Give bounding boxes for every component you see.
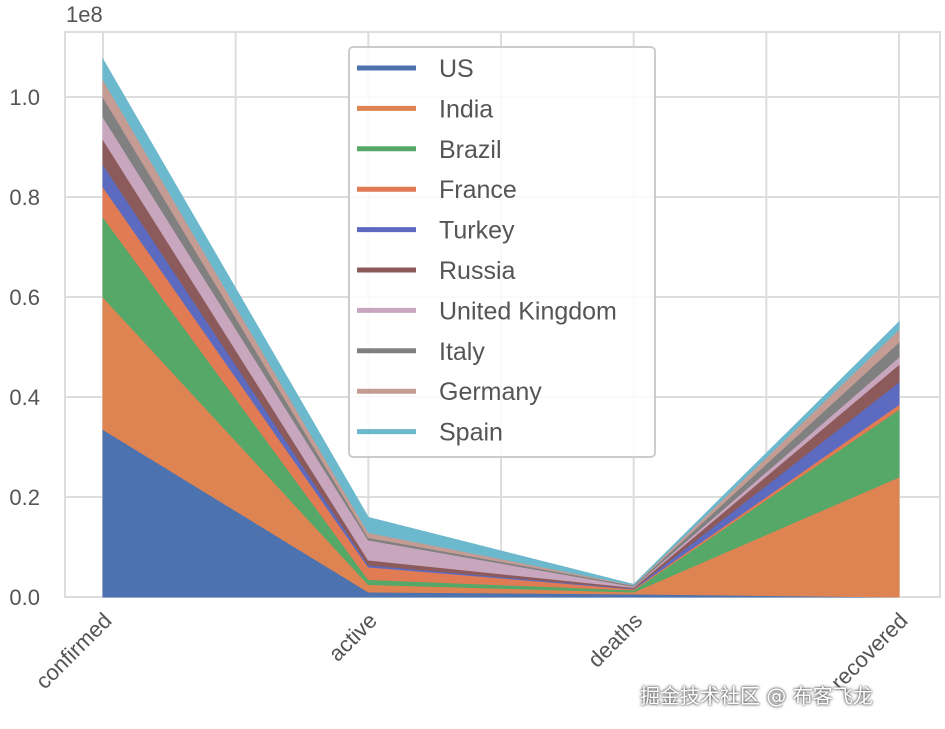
legend: US India Brazil France Turkey Russia United Ki… — [348, 46, 656, 458]
legend-label: Germany — [439, 378, 542, 406]
legend-box — [348, 46, 656, 458]
area-series — [102, 57, 900, 598]
legend-label: Russia — [439, 257, 516, 285]
y-axis-ticks: 0.0 0.2 0.4 0.6 0.8 1.0 — [9, 85, 40, 610]
legend-label: France — [439, 176, 517, 204]
watermark-text: 掘金技术社区 @ 布客飞龙 — [640, 684, 873, 708]
legend-label: Brazil — [439, 136, 502, 164]
y-tick-label: 0.4 — [9, 385, 40, 410]
y-tick-label: 0.0 — [9, 585, 40, 610]
x-tick-label: confirmed — [31, 608, 117, 694]
x-tick-label: deaths — [583, 608, 647, 672]
y-axis-offset-label: 1e8 — [66, 2, 103, 27]
area-spain — [102, 57, 900, 586]
legend-label: India — [439, 95, 493, 123]
legend-label: Italy — [439, 338, 485, 366]
legend-label: United Kingdom — [439, 297, 617, 325]
legend-label: Spain — [439, 419, 503, 447]
y-tick-label: 0.6 — [9, 285, 40, 310]
y-tick-label: 0.2 — [9, 485, 40, 510]
legend-label: Turkey — [439, 217, 515, 245]
x-tick-label: active — [324, 608, 382, 666]
y-tick-label: 0.8 — [9, 185, 40, 210]
legend-label: US — [439, 55, 474, 83]
y-tick-label: 1.0 — [9, 85, 40, 110]
